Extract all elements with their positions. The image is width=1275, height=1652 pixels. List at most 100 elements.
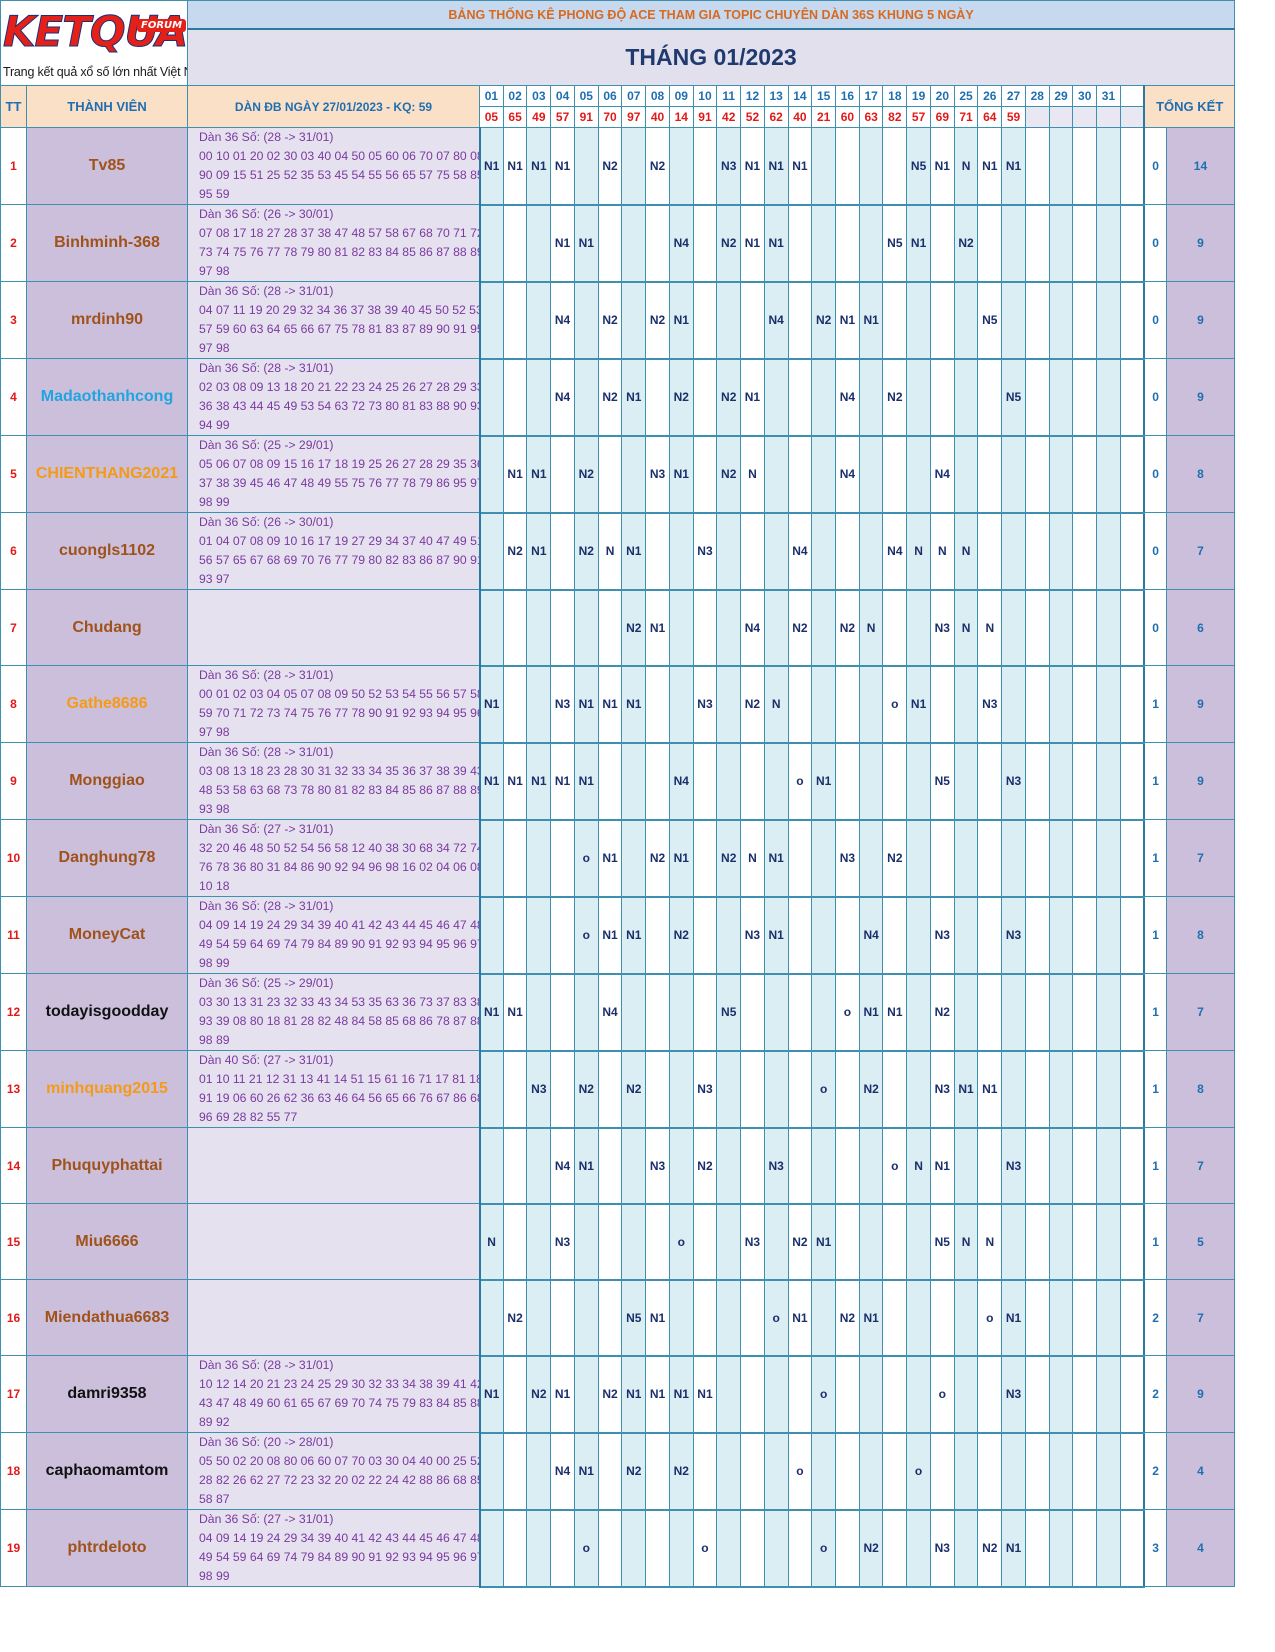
day-cell (740, 281, 765, 360)
day-cell (526, 281, 552, 360)
day-cell (1072, 589, 1098, 667)
day-cell (1001, 819, 1026, 898)
day-cell (526, 973, 552, 1052)
day-cell (1001, 281, 1026, 360)
member-name: Miu6666 (26, 1203, 188, 1280)
day-cell (1048, 819, 1074, 898)
day-cell (977, 512, 1003, 591)
member-name: caphaomamtom (26, 1432, 188, 1510)
day-header: 10 (692, 85, 718, 107)
day-cell (645, 742, 670, 821)
day-result: 52 (740, 106, 765, 128)
row-number: 14 (0, 1127, 27, 1204)
member-row: 3 mrdinh90 Dàn 36 Số: (28 -> 31/01) 04 07 1… (0, 281, 1236, 360)
day-cell: N2 (977, 1509, 1003, 1588)
member-row: 19 phtrdeloto Dàn 36 Số: (27 -> 31/01) 04 0… (0, 1509, 1236, 1588)
day-cell (1096, 1050, 1121, 1129)
day-cell (1096, 742, 1121, 821)
day-cell: N1 (645, 1279, 670, 1357)
day-cell (1096, 127, 1121, 206)
member-dan: Dàn 36 Số: (28 -> 31/01) 04 09 14 19 24 2… (187, 896, 481, 974)
day-header: 12 (740, 85, 765, 107)
row-number: 3 (0, 281, 27, 359)
day-cell (621, 1203, 647, 1281)
total-miss: 3 (1143, 1509, 1167, 1587)
day-cell (502, 896, 528, 975)
day-cell (811, 127, 837, 206)
day-cell (1001, 665, 1026, 744)
member-row: 18 caphaomamtom Dàn 36 Số: (20 -> 28/01) 05… (0, 1432, 1236, 1511)
dan-line: 04 07 11 19 20 29 32 34 36 37 38 39 40 4… (199, 303, 479, 317)
day-cell (1096, 589, 1121, 667)
day-cell: o (882, 1127, 908, 1205)
day-cell (550, 435, 575, 514)
day-cell (1001, 435, 1026, 514)
day-cell (1096, 1355, 1121, 1434)
dan-line: Dàn 36 Số: (28 -> 31/01) (199, 130, 334, 144)
day-result: 21 (811, 106, 837, 128)
day-cell (1048, 358, 1074, 437)
day-cell (621, 1509, 647, 1588)
day-cell (882, 742, 908, 821)
day-header: 31 (1096, 85, 1121, 107)
day-header: 13 (763, 85, 789, 107)
dan-line: 76 78 36 80 31 84 86 90 92 94 96 98 16 0… (199, 860, 479, 874)
dan-line: Dàn 36 Số: (27 -> 31/01) (199, 822, 334, 836)
day-cell: o (692, 1509, 718, 1588)
member-name: phtrdeloto (26, 1509, 188, 1587)
stats-sheet: KETQUA2FORUMTrang kết quả xổ số lớn nhất… (0, 0, 1236, 1588)
day-cell (1024, 435, 1050, 514)
day-cell-gap (1119, 358, 1146, 437)
day-cell (668, 973, 694, 1052)
day-cell (573, 281, 599, 360)
day-cell: N3 (716, 127, 742, 206)
day-cell: N1 (550, 742, 575, 821)
member-dan: Dàn 36 Số: (28 -> 31/01) 02 03 08 09 13 1… (187, 358, 481, 436)
day-cell (882, 281, 908, 360)
day-cell: N1 (550, 204, 575, 283)
day-cell: N1 (668, 281, 694, 360)
day-cell: N4 (763, 281, 789, 360)
day-cell (1024, 742, 1050, 821)
day-cell (787, 1127, 813, 1205)
day-cell (953, 742, 979, 821)
day-cell (953, 281, 979, 360)
member-name: Chudang (26, 589, 188, 666)
day-cell (1024, 1355, 1050, 1434)
day-cell: N2 (502, 512, 528, 591)
day-cell (1096, 1432, 1121, 1511)
day-cell (906, 1509, 931, 1588)
row-number: 5 (0, 435, 27, 513)
day-cell (1024, 1203, 1050, 1281)
day-cell (858, 1432, 884, 1511)
day-cell: N1 (479, 1355, 504, 1434)
row-number: 18 (0, 1432, 27, 1510)
day-cell: N2 (835, 589, 860, 667)
day-cell: N2 (953, 204, 979, 283)
day-cell: N1 (573, 1432, 599, 1511)
sheet-title: BẢNG THỐNG KÊ PHONG ĐỘ ACE THAM GIA TOPI… (186, 0, 1236, 30)
day-cell (573, 127, 599, 206)
dan-line: 00 10 01 20 02 30 03 40 04 50 05 60 06 7… (199, 149, 479, 163)
day-result: 40 (645, 106, 670, 128)
day-cell: N3 (740, 1203, 765, 1281)
day-cell (1072, 435, 1098, 514)
day-cell: N1 (882, 973, 908, 1052)
day-cell (858, 742, 884, 821)
member-name: Phuquyphattai (26, 1127, 188, 1204)
day-cell (526, 1127, 552, 1205)
day-cell (1048, 1355, 1074, 1434)
day-cell (740, 973, 765, 1052)
day-cell: N1 (502, 127, 528, 206)
day-cell: N2 (573, 1050, 599, 1129)
day-header: 08 (645, 85, 670, 107)
logo: KETQUA2FORUMTrang kết quả xổ số lớn nhất… (0, 0, 188, 86)
dan-line: 98 99 (199, 1569, 230, 1583)
total-hits: 9 (1165, 742, 1236, 820)
day-cell (692, 1203, 718, 1281)
day-cell: N1 (479, 973, 504, 1052)
day-result-gap (1119, 106, 1146, 128)
dan-line: 56 57 65 67 68 69 70 76 77 79 80 82 83 8… (199, 553, 479, 567)
member-name: Danghung78 (26, 819, 188, 897)
day-cell: N3 (929, 589, 955, 667)
